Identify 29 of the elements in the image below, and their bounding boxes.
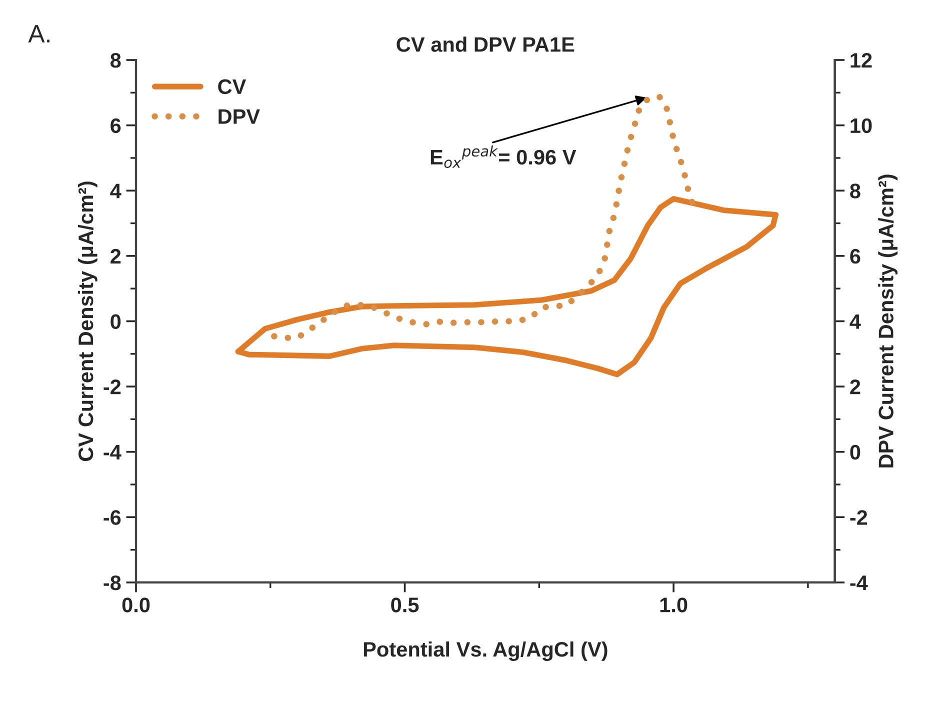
y2-tick-label: 0 (850, 444, 860, 460)
y-tick-label: 2 (110, 248, 121, 264)
legend-label: DPV (218, 109, 260, 124)
y-tick-label: -2 (104, 380, 121, 394)
x-axis-title: Potential Vs. Ag/AgCl (V) (364, 641, 608, 661)
y2-tick-label: 2 (850, 380, 860, 394)
x-tick-label: 1.0 (660, 598, 688, 612)
y2-axis-title: DPV Current Density (μA/cm²) (878, 174, 898, 468)
y-tick-label: -8 (104, 575, 121, 590)
y-tick-label: 4 (110, 184, 122, 198)
x-tick-label: 0.5 (391, 598, 419, 612)
x-tick-label: 0.0 (122, 598, 150, 612)
y-tick-label: 0 (110, 314, 121, 329)
y2-tick-label: -4 (850, 576, 868, 590)
y2-tick-label: 4 (850, 314, 861, 329)
y2-tick-label: 8 (850, 184, 860, 198)
text: A. (28, 25, 50, 42)
y-tick-label: -4 (104, 445, 122, 460)
chart-title: CV and DPV PA1E (396, 36, 574, 52)
y-tick-label: -6 (104, 510, 121, 525)
y2-tick-label: 6 (850, 248, 860, 264)
legend-label: CV (218, 79, 246, 94)
y-tick-label: 8 (110, 53, 121, 68)
y2-tick-label: 10 (850, 118, 872, 134)
y2-tick-label: -2 (850, 510, 868, 525)
y-tick-label: 6 (110, 118, 121, 134)
y-axis-title: CV Current Density (μA/cm²) (78, 182, 98, 462)
annotation: E$_{ox}$$^{peak}$= 0.96 V (430, 145, 576, 168)
y2-tick-label: 12 (850, 53, 872, 68)
